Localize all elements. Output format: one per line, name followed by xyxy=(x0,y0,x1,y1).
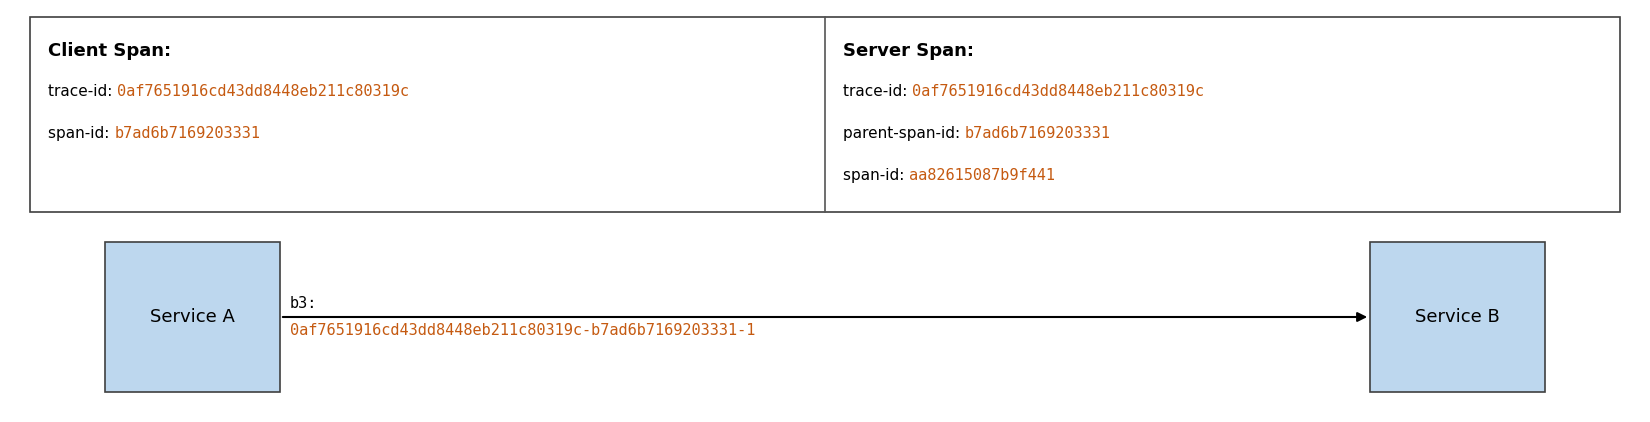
Text: b3:: b3: xyxy=(290,296,317,311)
Text: parent-span-id:: parent-span-id: xyxy=(843,126,965,141)
Text: b7ad6b7169203331: b7ad6b7169203331 xyxy=(114,126,261,141)
Text: Client Span:: Client Span: xyxy=(48,42,172,60)
Text: b7ad6b7169203331: b7ad6b7169203331 xyxy=(965,126,1110,141)
Text: span-id:: span-id: xyxy=(48,126,114,141)
Text: trace-id:: trace-id: xyxy=(843,84,912,99)
Text: aa82615087b9f441: aa82615087b9f441 xyxy=(909,168,1056,183)
Text: 0af7651916cd43dd8448eb211c80319c: 0af7651916cd43dd8448eb211c80319c xyxy=(117,84,409,99)
Text: Server Span:: Server Span: xyxy=(843,42,973,60)
FancyBboxPatch shape xyxy=(106,242,280,392)
Text: Service A: Service A xyxy=(150,308,234,326)
Text: Service B: Service B xyxy=(1416,308,1500,326)
FancyBboxPatch shape xyxy=(30,17,1620,212)
Text: 0af7651916cd43dd8448eb211c80319c: 0af7651916cd43dd8448eb211c80319c xyxy=(912,84,1204,99)
Text: span-id:: span-id: xyxy=(843,168,909,183)
FancyBboxPatch shape xyxy=(1370,242,1544,392)
Text: trace-id:: trace-id: xyxy=(48,84,117,99)
Text: 0af7651916cd43dd8448eb211c80319c-b7ad6b7169203331-1: 0af7651916cd43dd8448eb211c80319c-b7ad6b7… xyxy=(290,323,756,338)
